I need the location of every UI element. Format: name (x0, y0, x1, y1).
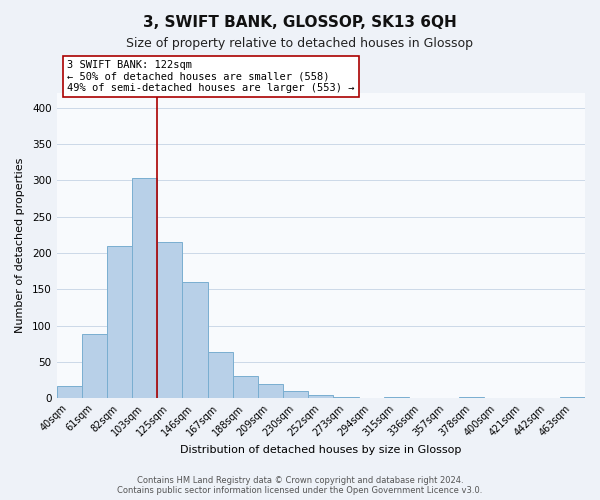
Text: 3 SWIFT BANK: 122sqm
← 50% of detached houses are smaller (558)
49% of semi-deta: 3 SWIFT BANK: 122sqm ← 50% of detached h… (67, 60, 355, 93)
Bar (132, 178, 157, 398)
Bar (157, 242, 182, 398)
Text: Size of property relative to detached houses in Glossop: Size of property relative to detached ho… (127, 38, 473, 51)
Bar (56, 386, 82, 398)
Bar (308, 396, 334, 398)
Bar (283, 391, 308, 398)
Bar (208, 352, 233, 398)
X-axis label: Distribution of detached houses by size in Glossop: Distribution of detached houses by size … (180, 445, 461, 455)
Bar (560, 396, 585, 398)
Y-axis label: Number of detached properties: Number of detached properties (15, 158, 25, 334)
Text: 3, SWIFT BANK, GLOSSOP, SK13 6QH: 3, SWIFT BANK, GLOSSOP, SK13 6QH (143, 15, 457, 30)
Bar (107, 246, 132, 398)
Bar (334, 396, 359, 398)
Bar (233, 376, 258, 398)
Bar (258, 384, 283, 398)
Bar (182, 282, 208, 398)
Text: Contains HM Land Registry data © Crown copyright and database right 2024.
Contai: Contains HM Land Registry data © Crown c… (118, 476, 482, 495)
Bar (82, 334, 107, 398)
